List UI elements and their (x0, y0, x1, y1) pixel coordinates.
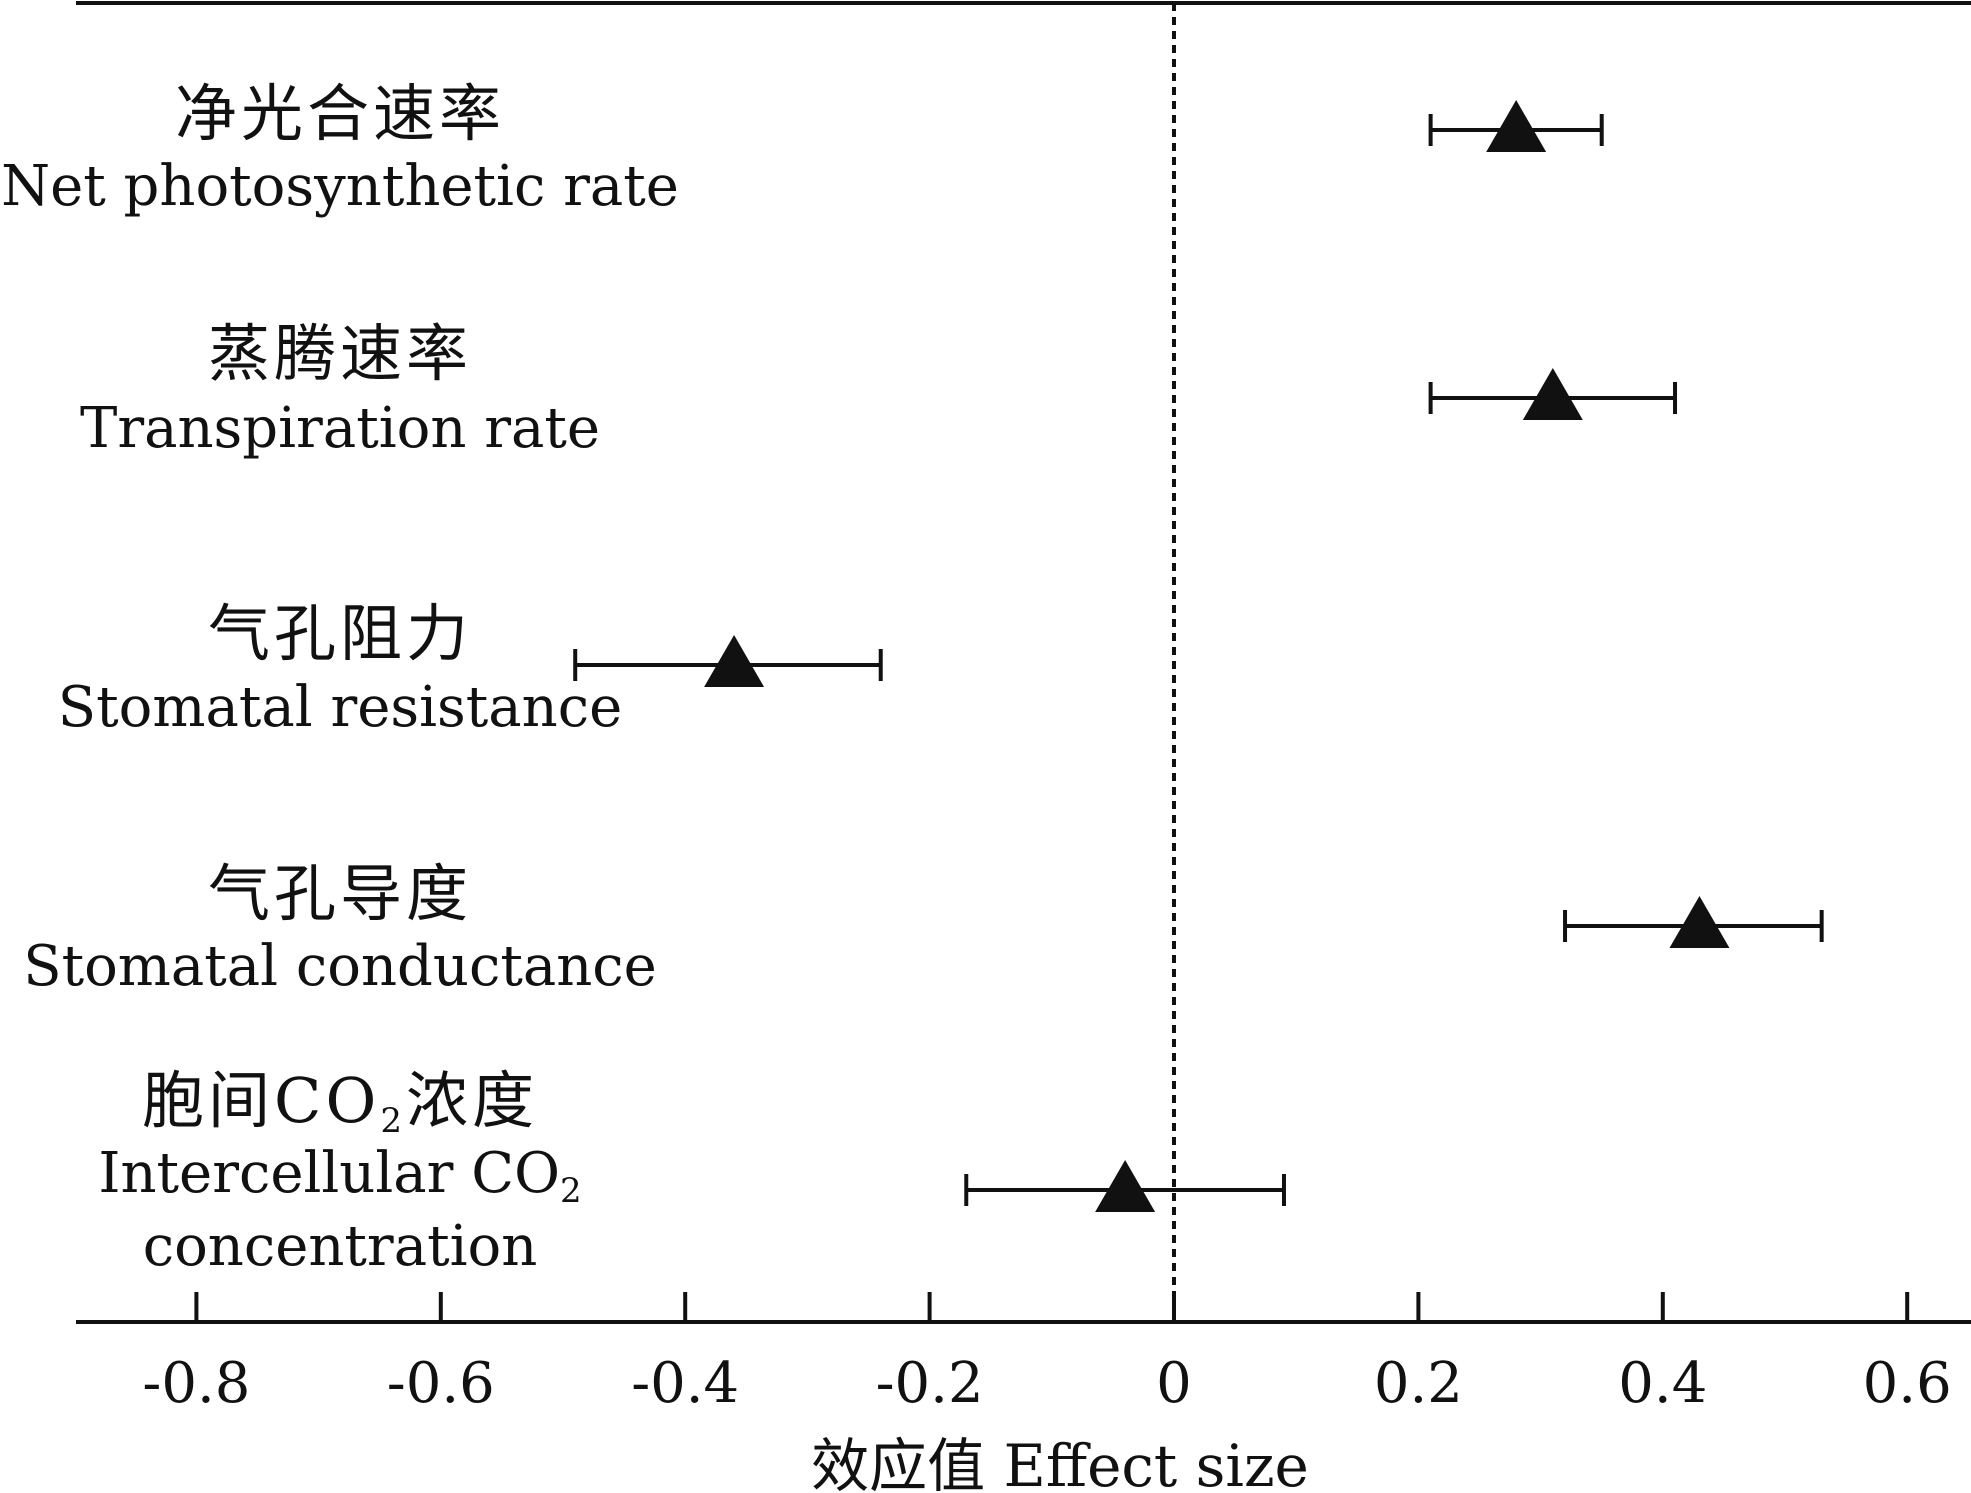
category-label-zh-net-photosynthetic-rate: 净光合速率 (175, 77, 505, 150)
data-point-group (964, 1160, 1286, 1212)
category-label-en-line-1: Intercellular CO (98, 1141, 560, 1206)
effect-size-triangle-marker (1486, 100, 1547, 152)
x-tick-label: -0.4 (631, 1351, 739, 1416)
x-tick-label: -0.6 (387, 1351, 495, 1416)
category-label-en-stomatal-conductance: Stomatal conductance (23, 934, 657, 999)
x-axis-tick-labels: -0.8 -0.6 -0.4 -0.2 0 0.2 0.4 0.6 (142, 1351, 1951, 1416)
x-tick-label: -0.2 (876, 1351, 984, 1416)
x-tick-label: 0.2 (1374, 1351, 1463, 1416)
data-markers (573, 100, 1824, 1212)
data-point-group (1428, 100, 1604, 152)
category-label-en-stomatal-resistance: Stomatal resistance (58, 675, 622, 740)
category-label-zh-intercellular-co2-concentration: 胞间CO2浓度 (142, 1064, 538, 1141)
x-axis-ticks (194, 1292, 1910, 1322)
category-label-en-intercellular-co2: Intercellular CO2 (98, 1141, 581, 1211)
category-label-zh-part-1: 胞间CO (142, 1064, 380, 1137)
effect-size-triangle-marker (1669, 896, 1730, 948)
x-tick-label: 0.4 (1618, 1351, 1707, 1416)
category-label-zh-stomatal-resistance: 气孔阻力 (208, 597, 472, 670)
category-label-en-net-photosynthetic-rate: Net photosynthetic rate (1, 154, 679, 219)
category-label-zh-part-2: 浓度 (406, 1064, 538, 1137)
category-label-zh-stomatal-conductance: 气孔导度 (208, 857, 472, 930)
x-tick-label: 0.6 (1863, 1351, 1952, 1416)
x-tick-label: 0 (1156, 1351, 1192, 1416)
data-point-group (1428, 368, 1678, 420)
effect-size-triangle-marker (704, 635, 765, 687)
effect-size-triangle-marker (1095, 1160, 1156, 1212)
effect-size-triangle-marker (1522, 368, 1583, 420)
category-label-zh-subscript: 2 (380, 1101, 406, 1141)
x-axis-title: 效应值 Effect size (811, 1432, 1309, 1493)
category-label-en-subscript: 2 (560, 1171, 582, 1211)
category-label-zh-transpiration-rate: 蒸腾速率 (208, 317, 472, 390)
x-tick-label: -0.8 (142, 1351, 250, 1416)
category-label-en-concentration: concentration (143, 1214, 538, 1279)
category-label-en-transpiration-rate: Transpiration rate (80, 396, 600, 461)
data-point-group (1563, 896, 1824, 948)
data-point-group (573, 635, 883, 687)
